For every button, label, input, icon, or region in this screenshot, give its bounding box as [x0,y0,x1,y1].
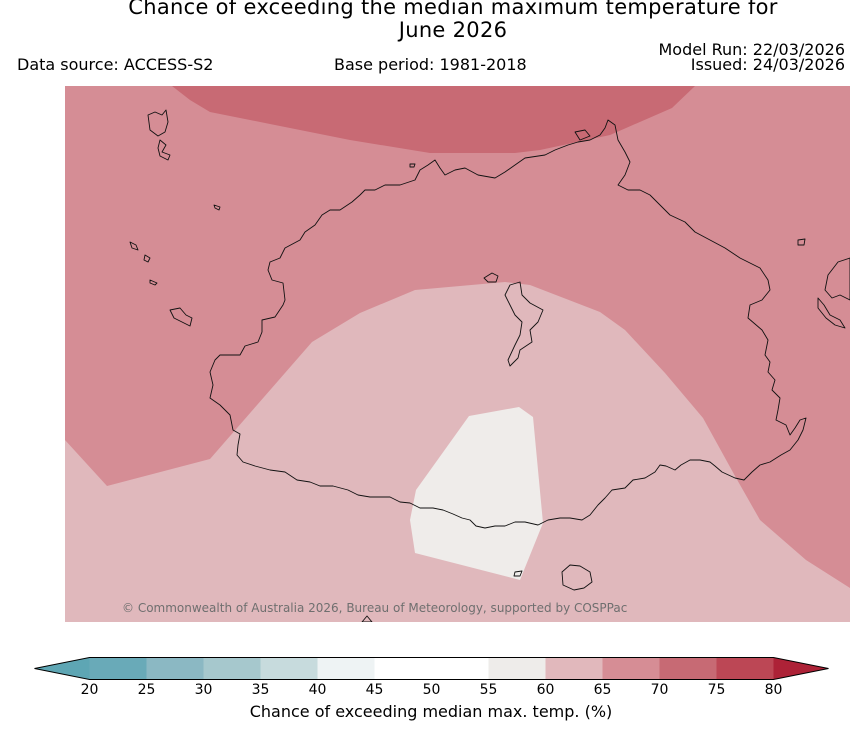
colorbar-cell [602,657,661,680]
island-west-c [149,279,158,286]
issued-date: Issued: 24/03/2026 [690,55,845,74]
colorbar [34,657,829,680]
new-zealand-north [824,257,850,301]
island-west-b [143,254,151,263]
colorbar-tick-label: 75 [707,682,726,698]
island-sw [169,307,193,327]
colorbar-tick-label: 35 [251,682,270,698]
zone-70-75 [172,86,695,153]
colorbar-outline [34,657,829,680]
south-coast-islet [361,615,373,622]
title-line-1: Chance of exceeding the median maximum t… [128,0,778,19]
zone-50-60 [410,407,543,580]
colorbar-tick-label: 70 [650,682,669,698]
groote-island [483,272,499,283]
colorbar-cell [203,657,262,680]
base-period: Base period: 1981-2018 [334,55,527,74]
forecast-map[interactable] [65,86,850,622]
model-run: Model Run: 22/03/2026 [658,40,846,59]
colorbar-cell [545,657,604,680]
australia-coastline [209,119,807,529]
colorbar-extend-low [34,657,90,680]
cape-york-tip [574,129,591,141]
island-small-a [213,204,221,211]
colorbar-cell [374,657,433,680]
colorbar-cell [659,657,718,680]
melville-island [147,109,169,137]
colorbar-cell [716,657,775,680]
island-west [129,241,139,251]
colorbar-cell [260,657,319,680]
colorbar-tick-label: 50 [422,682,441,698]
colorbar-cell [146,657,205,680]
copyright-notice: © Commonwealth of Australia 2026, Bureau… [122,601,628,615]
colorbar-tick-label: 20 [80,682,99,698]
chart-title: Chance of exceeding the median maximum t… [0,0,862,42]
kangaroo-island [513,570,523,577]
tasmania [561,564,593,591]
island-small-b [409,163,416,168]
colorbar-tick-label: 55 [479,682,498,698]
colorbar-tick-label: 30 [194,682,213,698]
island-east-small [797,238,806,246]
colorbar-cell [431,657,490,680]
gulf-coast-detail [504,281,544,367]
colorbar-extend-high [773,657,829,680]
colorbar-cell [89,657,148,680]
colorbar-tick-label: 40 [308,682,327,698]
colorbar-cells [34,657,829,680]
coastline [129,109,850,622]
colorbar-cell [488,657,547,680]
data-source: Data source: ACCESS-S2 [17,55,214,74]
colorbar-cell [317,657,376,680]
map-canvas [65,86,850,622]
colorbar-tick-label: 25 [137,682,156,698]
title-line-2: June 2026 [398,18,508,42]
colorbar-tick-label: 80 [764,682,783,698]
colorbar-label: Chance of exceeding median max. temp. (%… [249,702,613,721]
new-zealand-south [817,297,846,329]
colorbar-tick-label: 60 [536,682,555,698]
colorbar-tick-label: 65 [593,682,612,698]
colorbar-tick-label: 45 [365,682,384,698]
timor-island-a [157,139,171,161]
